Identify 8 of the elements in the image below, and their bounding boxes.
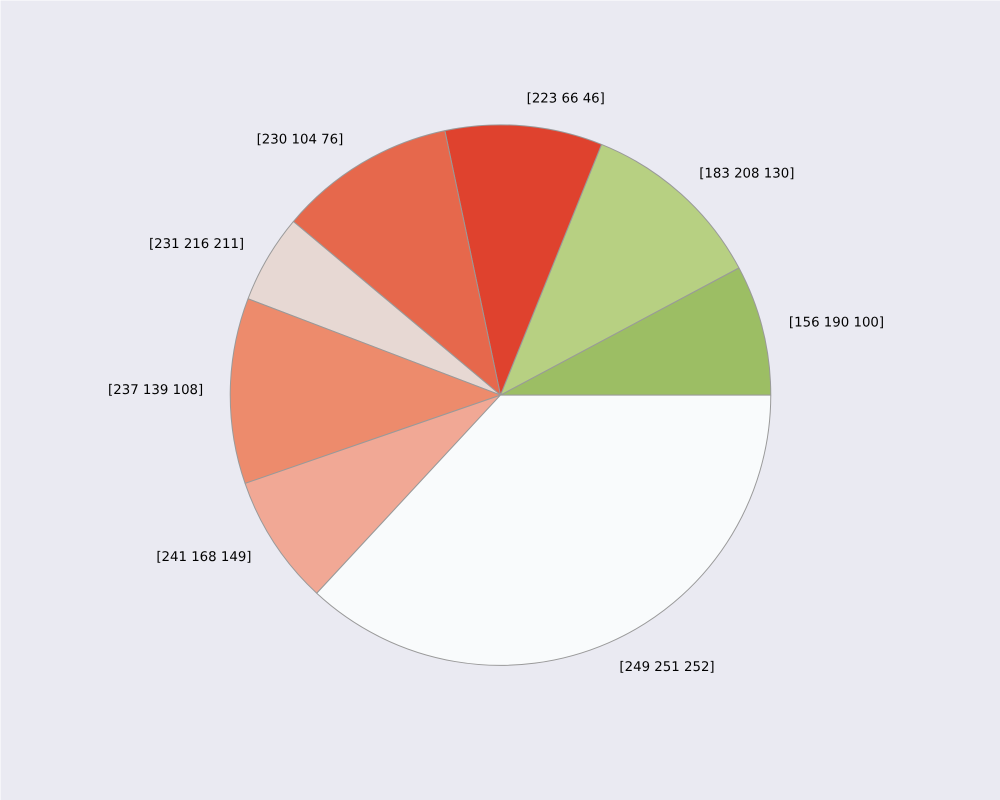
slice-label: [241 168 149] bbox=[156, 550, 252, 566]
slice-label: [230 104 76] bbox=[256, 132, 344, 148]
slice-label: [183 208 130] bbox=[699, 166, 794, 182]
slice-label: [231 216 211] bbox=[148, 237, 244, 252]
slice-label: [156 190 100] bbox=[788, 315, 884, 330]
slice-label: [249 251 252] bbox=[619, 660, 715, 676]
slice-label: [223 66 46] bbox=[526, 91, 605, 106]
slice-label: [237 139 108] bbox=[108, 382, 204, 398]
